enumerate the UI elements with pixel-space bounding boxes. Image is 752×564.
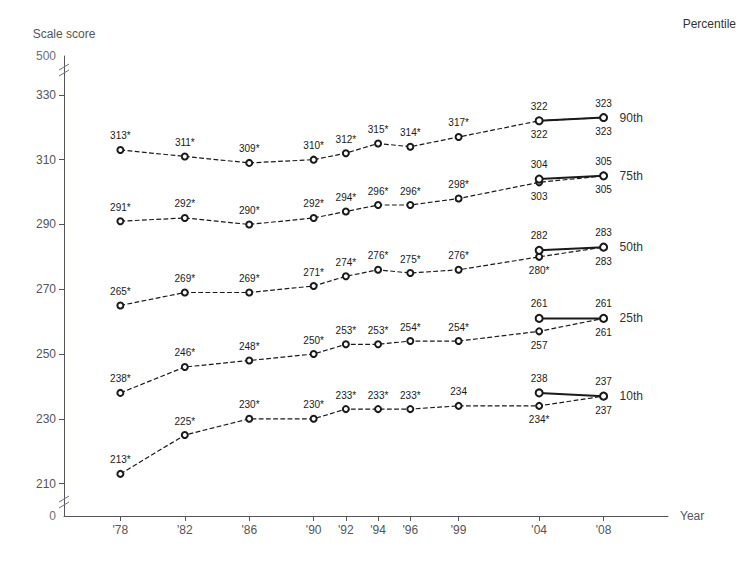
svg-text:283: 283: [595, 256, 612, 267]
svg-text:253*: 253*: [368, 325, 389, 336]
svg-text:296*: 296*: [400, 186, 421, 197]
svg-text:254*: 254*: [400, 322, 421, 333]
svg-text:'82: '82: [177, 523, 193, 537]
svg-text:269*: 269*: [239, 273, 260, 284]
svg-text:50th: 50th: [620, 240, 643, 254]
svg-text:234*: 234*: [529, 414, 550, 425]
svg-text:210: 210: [36, 477, 56, 491]
svg-text:314*: 314*: [400, 127, 421, 138]
svg-text:311*: 311*: [175, 137, 195, 148]
svg-text:'08: '08: [596, 523, 612, 537]
svg-text:265*: 265*: [110, 286, 131, 297]
svg-text:274*: 274*: [336, 257, 357, 268]
svg-text:303: 303: [531, 191, 548, 202]
svg-text:261: 261: [531, 298, 548, 309]
svg-text:'78: '78: [113, 523, 129, 537]
svg-text:230*: 230*: [239, 399, 260, 410]
svg-text:230: 230: [36, 412, 56, 426]
svg-text:305: 305: [595, 156, 612, 167]
svg-text:291*: 291*: [110, 202, 131, 213]
svg-text:310: 310: [36, 153, 56, 167]
svg-text:Percentile: Percentile: [683, 17, 737, 31]
svg-text:269*: 269*: [175, 273, 196, 284]
svg-text:257: 257: [531, 340, 548, 351]
svg-text:246*: 246*: [175, 347, 196, 358]
svg-text:290*: 290*: [239, 205, 260, 216]
svg-text:261: 261: [595, 327, 612, 338]
svg-text:Year: Year: [680, 509, 704, 523]
svg-text:309*: 309*: [239, 143, 260, 154]
svg-text:253*: 253*: [336, 325, 357, 336]
svg-text:248*: 248*: [239, 341, 260, 352]
svg-text:'96: '96: [402, 523, 418, 537]
svg-text:305: 305: [595, 184, 612, 195]
svg-text:290: 290: [36, 217, 56, 231]
svg-text:261: 261: [595, 298, 612, 309]
svg-text:282: 282: [531, 230, 548, 241]
svg-text:25th: 25th: [620, 311, 643, 325]
svg-text:213*: 213*: [110, 454, 131, 465]
svg-text:'04: '04: [531, 523, 547, 537]
svg-text:90th: 90th: [620, 111, 643, 125]
svg-text:250: 250: [36, 347, 56, 361]
svg-text:271*: 271*: [303, 267, 324, 278]
svg-text:292*: 292*: [175, 198, 196, 209]
svg-text:330: 330: [36, 88, 56, 102]
svg-text:294*: 294*: [336, 192, 357, 203]
svg-text:250*: 250*: [303, 335, 324, 346]
svg-text:75th: 75th: [620, 169, 643, 183]
svg-text:276*: 276*: [368, 250, 389, 261]
svg-text:310*: 310*: [303, 140, 324, 151]
svg-text:225*: 225*: [175, 416, 196, 427]
svg-text:230*: 230*: [303, 399, 324, 410]
svg-text:275*: 275*: [400, 254, 421, 265]
svg-text:234: 234: [450, 386, 467, 397]
svg-text:276*: 276*: [448, 250, 469, 261]
svg-text:304: 304: [531, 159, 548, 170]
svg-text:238: 238: [531, 373, 548, 384]
svg-text:323: 323: [595, 126, 612, 137]
svg-text:233*: 233*: [400, 390, 421, 401]
svg-text:315*: 315*: [368, 124, 389, 135]
svg-text:280*: 280*: [529, 265, 550, 276]
svg-text:'99: '99: [451, 523, 467, 537]
svg-text:'86: '86: [241, 523, 257, 537]
svg-text:'92: '92: [338, 523, 354, 537]
svg-text:233*: 233*: [368, 390, 389, 401]
svg-text:292*: 292*: [303, 198, 324, 209]
svg-text:238*: 238*: [110, 373, 131, 384]
svg-text:283: 283: [595, 227, 612, 238]
svg-text:317*: 317*: [448, 117, 469, 128]
svg-text:323: 323: [595, 98, 612, 109]
svg-text:270: 270: [36, 282, 56, 296]
svg-text:322: 322: [531, 101, 548, 112]
svg-text:313*: 313*: [110, 130, 131, 141]
svg-text:312*: 312*: [336, 134, 357, 145]
svg-text:296*: 296*: [368, 186, 389, 197]
svg-text:10th: 10th: [620, 389, 643, 403]
svg-text:233*: 233*: [336, 390, 357, 401]
svg-text:298*: 298*: [448, 179, 469, 190]
svg-text:'90: '90: [306, 523, 322, 537]
svg-text:237: 237: [595, 376, 612, 387]
svg-text:'94: '94: [370, 523, 386, 537]
svg-text:500: 500: [36, 49, 56, 63]
svg-text:237: 237: [595, 405, 612, 416]
svg-text:0: 0: [49, 509, 56, 523]
svg-text:Scale score: Scale score: [33, 27, 96, 41]
svg-text:322: 322: [531, 129, 548, 140]
svg-text:254*: 254*: [448, 322, 469, 333]
